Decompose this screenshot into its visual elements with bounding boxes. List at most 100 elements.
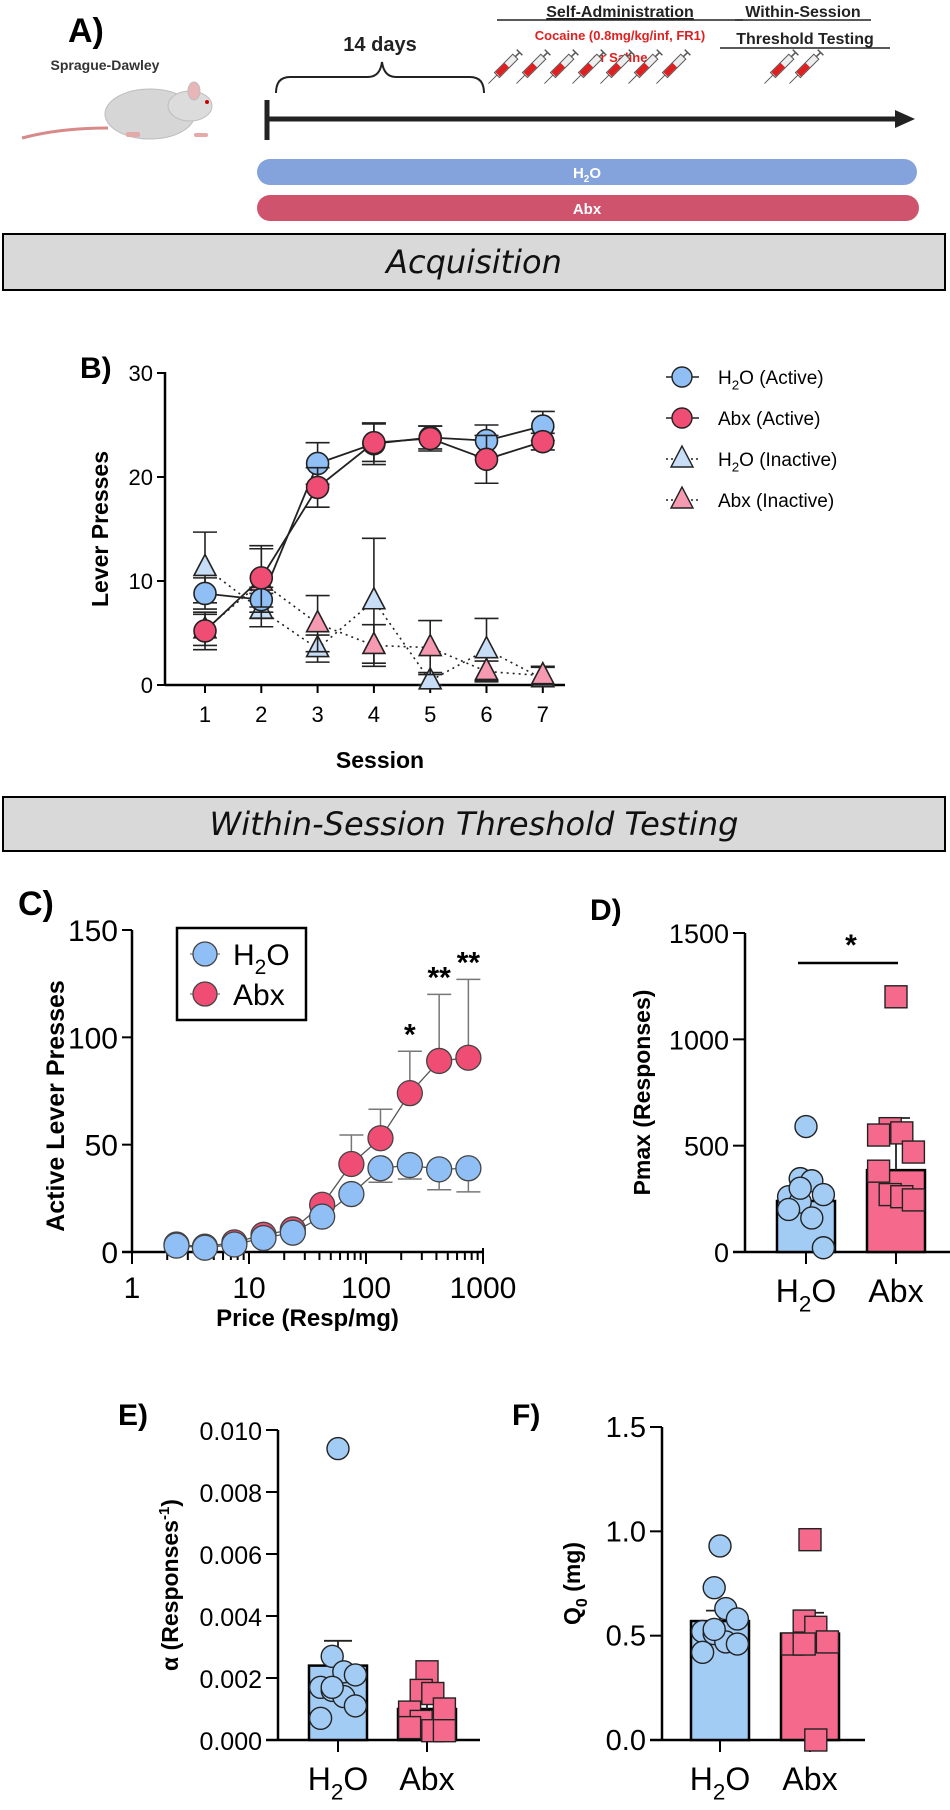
data-point bbox=[343, 1694, 368, 1718]
data-point bbox=[432, 1718, 457, 1743]
significance-marker: ** bbox=[427, 961, 451, 994]
data-point bbox=[309, 1203, 336, 1230]
data-point bbox=[884, 985, 908, 1009]
data-point bbox=[192, 552, 218, 577]
data-point bbox=[804, 1728, 828, 1752]
data-point bbox=[800, 1206, 824, 1230]
syringe-icon bbox=[516, 49, 551, 84]
data-point bbox=[794, 1114, 818, 1139]
data-point bbox=[343, 1663, 368, 1687]
y-tick-label: 1000 bbox=[669, 1025, 729, 1055]
data-point bbox=[320, 1675, 344, 1700]
threshold-banner: Within-Session Threshold Testing bbox=[2, 796, 946, 852]
panel-a-timeline: A) Sprague-Dawley 14 days Self-Administr… bbox=[21, 4, 919, 221]
y-axis-title: α (Responses-1) bbox=[156, 1499, 183, 1671]
data-point bbox=[305, 475, 330, 500]
data-point bbox=[725, 1607, 750, 1631]
data-point bbox=[417, 632, 443, 657]
y-tick-label: 0 bbox=[101, 1237, 118, 1270]
syringe-icon bbox=[572, 49, 607, 84]
threshold-title-2: Threshold Testing bbox=[736, 31, 873, 48]
significance-marker: ** bbox=[457, 946, 481, 979]
data-point bbox=[455, 1155, 482, 1182]
legend-item: H2O (Active) bbox=[666, 366, 824, 393]
data-point bbox=[432, 1697, 457, 1721]
data-point bbox=[191, 1234, 219, 1261]
data-point bbox=[338, 1150, 365, 1178]
legend-marker bbox=[669, 485, 695, 509]
data-point bbox=[901, 1140, 926, 1164]
significance-marker: * bbox=[404, 1018, 416, 1051]
syringe-icon bbox=[764, 49, 799, 84]
y-tick-label: 0.008 bbox=[199, 1480, 262, 1508]
x-tick-label: 2 bbox=[255, 702, 267, 727]
legend-marker bbox=[192, 981, 218, 1007]
x-category-label: Abx bbox=[782, 1761, 837, 1797]
y-axis-title-group: Pmax (Responses) bbox=[629, 990, 655, 1196]
x-category-label: H2O bbox=[776, 1273, 836, 1317]
data-point bbox=[221, 1231, 248, 1258]
x-tick-label: 1 bbox=[124, 1272, 141, 1305]
y-tick-label: 20 bbox=[129, 465, 153, 490]
x-category-label: H2O bbox=[690, 1761, 750, 1805]
y-axis-title: Active Lever Presses bbox=[42, 980, 70, 1232]
data-point bbox=[279, 1219, 306, 1246]
data-point bbox=[249, 566, 274, 590]
data-point bbox=[361, 630, 387, 655]
data-point bbox=[417, 666, 443, 690]
y-tick-label: 0.004 bbox=[199, 1604, 262, 1632]
y-tick-label: 50 bbox=[85, 1130, 118, 1163]
x-category-label: Abx bbox=[399, 1761, 454, 1797]
y-tick-label: 0 bbox=[714, 1238, 729, 1268]
data-point bbox=[702, 1617, 726, 1642]
y-tick-label: 100 bbox=[68, 1022, 118, 1055]
data-point bbox=[798, 1527, 822, 1552]
data-point bbox=[367, 1125, 394, 1152]
data-point bbox=[397, 1715, 422, 1740]
x-axis-title: Price (Resp/mg) bbox=[216, 1305, 399, 1332]
y-tick-label: 0.010 bbox=[199, 1418, 262, 1446]
data-point bbox=[530, 660, 556, 685]
data-point bbox=[418, 426, 443, 451]
legend-label: H2O (Inactive) bbox=[718, 450, 837, 475]
brace-icon bbox=[275, 61, 485, 94]
data-point bbox=[474, 656, 499, 681]
legend-label: Abx (Inactive) bbox=[718, 491, 834, 512]
legend-item: Abx (Active) bbox=[666, 407, 820, 430]
x-tick-label: 100 bbox=[341, 1272, 391, 1305]
x-tick-label: 4 bbox=[368, 702, 380, 727]
data-point bbox=[193, 619, 217, 643]
x-tick-label: 7 bbox=[537, 702, 549, 727]
y-axis-title: Pmax (Responses) bbox=[629, 990, 655, 1196]
strain-label: Sprague-Dawley bbox=[51, 57, 160, 73]
data-point bbox=[362, 430, 386, 455]
syringe-icon bbox=[600, 49, 635, 84]
rat-icon bbox=[21, 81, 213, 140]
legend-label: Abx bbox=[233, 979, 285, 1012]
y-axis-title-group: α (Responses-1) bbox=[156, 1499, 183, 1671]
threshold-title-1: Within-Session bbox=[745, 4, 860, 21]
duration-label: 14 days bbox=[343, 34, 416, 56]
data-point bbox=[792, 1632, 816, 1656]
data-point bbox=[866, 1159, 891, 1183]
syringe-icon bbox=[488, 49, 523, 84]
legend-label: Abx (Active) bbox=[718, 409, 820, 430]
x-tick-label: 3 bbox=[311, 702, 323, 727]
h2o-treatment-bar bbox=[257, 159, 917, 185]
significance-marker: * bbox=[845, 929, 857, 962]
x-category-label: Abx bbox=[868, 1273, 923, 1309]
data-point bbox=[776, 1197, 801, 1222]
y-tick-label: 0.000 bbox=[199, 1728, 262, 1756]
x-axis-title: Session bbox=[336, 747, 424, 773]
h2o-bar-label: H2O bbox=[573, 165, 601, 185]
data-point bbox=[361, 586, 387, 610]
y-axis-title: Q0 (mg) bbox=[559, 1542, 591, 1625]
self-admin-title: Self-Administration bbox=[546, 4, 694, 21]
legend-marker bbox=[671, 366, 693, 388]
data-point bbox=[426, 1047, 453, 1075]
data-point bbox=[702, 1575, 726, 1600]
data-point bbox=[788, 1176, 812, 1200]
legend-marker bbox=[669, 444, 695, 468]
data-point bbox=[338, 1180, 365, 1208]
